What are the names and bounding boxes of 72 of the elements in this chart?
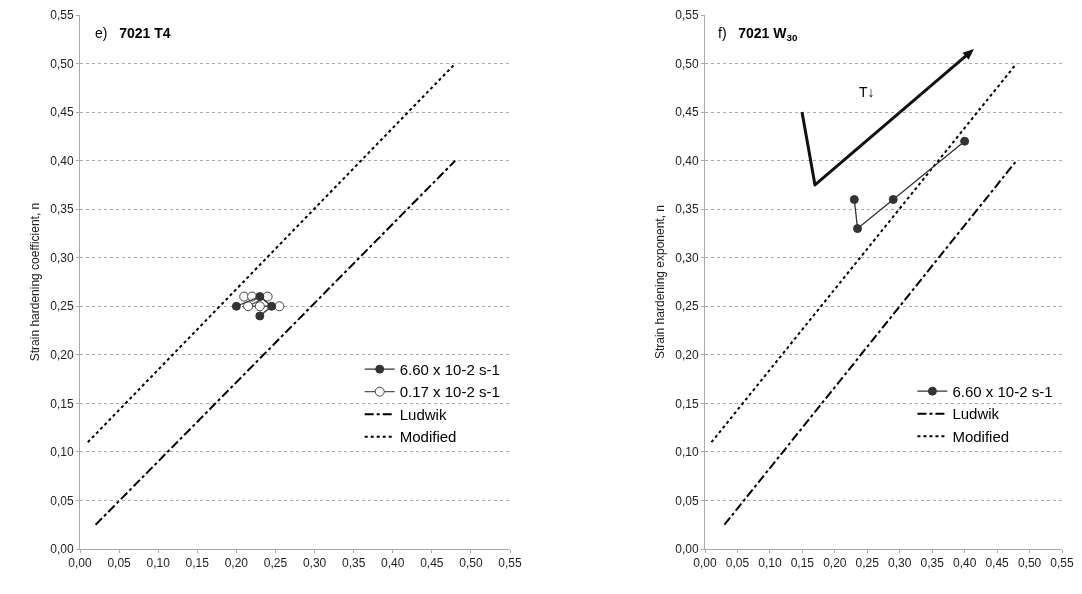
x-tick-label: 0,35 xyxy=(341,556,366,571)
x-tick-label: 0,50 xyxy=(1017,556,1042,571)
point xyxy=(243,301,254,312)
x-tick-label: 0,00 xyxy=(693,556,717,571)
x-tick-label: 0,05 xyxy=(725,556,750,571)
point xyxy=(231,301,241,311)
point xyxy=(849,194,859,204)
point xyxy=(255,311,265,321)
y-tick-label: 0,50 xyxy=(50,56,74,71)
text: e) 7021 T4 xyxy=(95,25,171,41)
x-tick-label: 0,05 xyxy=(107,556,132,571)
y-tick-label: 0,25 xyxy=(50,299,74,314)
x-tick-label: 0,30 xyxy=(302,556,327,571)
y-tick-label: 0,05 xyxy=(675,493,699,508)
legend-label: Modified xyxy=(952,427,1010,445)
y-tick-label: 0,25 xyxy=(675,299,699,314)
text: f) 7021 W$_{30}$ xyxy=(718,25,798,43)
x-tick-label: 0,15 xyxy=(185,556,210,571)
y-tick-label: 0,35 xyxy=(50,202,74,217)
point xyxy=(960,136,970,146)
x-tick-label: 0,20 xyxy=(823,556,847,571)
x-tick-label: 0,50 xyxy=(459,556,483,571)
y-tick-label: 0,00 xyxy=(675,542,699,557)
point xyxy=(262,291,273,302)
point xyxy=(255,292,265,302)
x-tick-label: 0,00 xyxy=(68,556,92,571)
y-tick-label: 0,20 xyxy=(50,348,74,363)
point xyxy=(888,194,898,204)
x-tick-label: 0,55 xyxy=(1050,556,1074,571)
legend-label: 6.60 x 10-2 s-1 xyxy=(952,382,1053,400)
y-tick-label: 0,45 xyxy=(50,105,74,120)
y-tick-label: 0,35 xyxy=(675,202,699,217)
x-tick-label: 0,55 xyxy=(498,556,522,571)
y-axis-title: Strain hardening coefficient, n xyxy=(27,202,42,362)
y-tick-label: 0,15 xyxy=(50,396,74,411)
point xyxy=(254,301,265,312)
x-tick-label: 0,45 xyxy=(985,556,1010,571)
y-tick-label: 0,05 xyxy=(50,493,74,508)
x-tick-label: 0,20 xyxy=(224,556,249,571)
point xyxy=(267,301,277,311)
x-tick-label: 0,35 xyxy=(920,556,945,571)
legend-label: 0.17 x 10-2 s-1 xyxy=(399,383,500,401)
y-axis-title: Strain hardening exponent, n xyxy=(652,204,667,360)
y-tick-label: 0,45 xyxy=(675,105,699,120)
x-tick-label: 0,15 xyxy=(790,556,815,571)
y-tick-label: 0,20 xyxy=(675,348,699,363)
y-tick-label: 0,55 xyxy=(50,8,74,23)
y-tick-label: 0,50 xyxy=(675,56,699,71)
x-tick-label: 0,30 xyxy=(888,556,912,571)
x-tick-label: 0,40 xyxy=(952,556,977,571)
x-tick-label: 0,40 xyxy=(381,556,405,571)
annotation: T↓ xyxy=(859,84,875,100)
x-tick-label: 0,10 xyxy=(758,556,782,571)
legend-label: Modified xyxy=(399,428,457,446)
legend-label: 6.60 x 10-2 s-1 xyxy=(399,360,500,378)
y-tick-label: 0,30 xyxy=(675,250,699,265)
y-tick-label: 0,10 xyxy=(675,445,699,460)
x-tick-label: 0,45 xyxy=(420,556,444,571)
x-tick-label: 0,25 xyxy=(263,556,288,571)
point xyxy=(853,224,863,234)
y-tick-label: 0,40 xyxy=(50,153,74,168)
y-tick-label: 0,00 xyxy=(50,542,74,557)
y-tick-label: 0,10 xyxy=(50,445,74,460)
y-tick-label: 0,55 xyxy=(675,8,699,23)
x-tick-label: 0,10 xyxy=(146,556,171,571)
legend-label: Ludwik xyxy=(399,405,447,423)
x-tick-label: 0,25 xyxy=(855,556,880,571)
legend-label: Ludwik xyxy=(952,405,1000,423)
y-tick-label: 0,15 xyxy=(675,396,699,411)
y-tick-label: 0,30 xyxy=(50,250,74,265)
y-tick-label: 0,40 xyxy=(675,153,699,168)
point xyxy=(274,301,285,312)
